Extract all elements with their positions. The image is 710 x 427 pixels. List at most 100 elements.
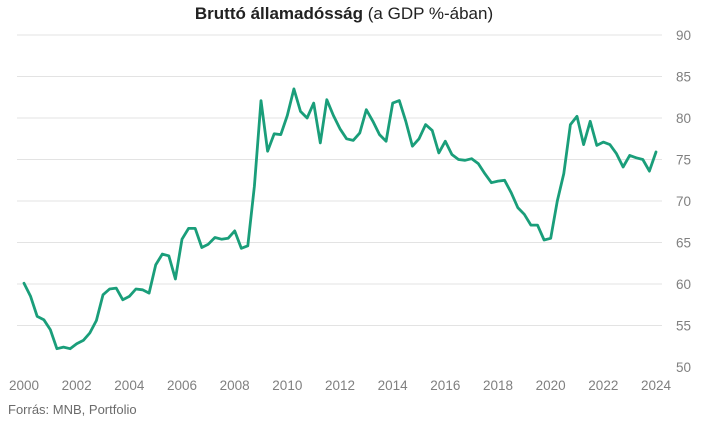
x-tick-label-2000: 2000 xyxy=(9,378,39,393)
data-point xyxy=(43,319,45,321)
y-axis-ticks: 50 55 60 65 70 75 80 85 90 xyxy=(676,28,691,375)
y-tick-label-50: 50 xyxy=(676,360,691,375)
x-tick-label-2002: 2002 xyxy=(62,378,92,393)
data-point xyxy=(583,144,585,146)
x-tick-label-2006: 2006 xyxy=(167,378,197,393)
data-point xyxy=(293,88,295,90)
data-point xyxy=(523,213,525,215)
data-point xyxy=(339,128,341,130)
data-point xyxy=(444,140,446,142)
x-tick-label-2018: 2018 xyxy=(483,378,513,393)
y-tick-label-70: 70 xyxy=(676,194,691,209)
y-tick-label-75: 75 xyxy=(676,153,691,168)
y-tick-label-60: 60 xyxy=(676,277,691,292)
data-point xyxy=(89,332,91,334)
x-tick-label-2024: 2024 xyxy=(641,378,672,393)
data-point xyxy=(62,346,65,348)
data-point xyxy=(543,239,545,241)
data-point xyxy=(655,151,657,153)
data-point xyxy=(405,120,407,122)
x-tick-label-2008: 2008 xyxy=(220,378,250,393)
data-point xyxy=(181,238,183,240)
data-point xyxy=(398,100,400,102)
data-point xyxy=(378,134,381,136)
data-point xyxy=(260,100,262,102)
data-point xyxy=(201,246,203,249)
data-point xyxy=(438,152,440,154)
x-tick-label-2014: 2014 xyxy=(378,378,409,393)
x-tick-label-2020: 2020 xyxy=(536,378,566,393)
data-point xyxy=(220,238,223,240)
data-point xyxy=(36,315,38,317)
data-point xyxy=(471,158,473,160)
data-point xyxy=(319,142,321,144)
data-point xyxy=(115,287,117,289)
data-point xyxy=(109,288,111,290)
x-tick-label-2012: 2012 xyxy=(325,378,355,393)
data-point xyxy=(253,185,255,187)
data-point xyxy=(490,182,492,184)
data-point xyxy=(648,170,651,172)
x-axis-ticks: 2000 2002 2004 2006 2008 2010 2012 2014 2016 2018… xyxy=(9,378,672,393)
gridlines xyxy=(17,34,662,326)
data-point xyxy=(510,192,512,194)
data-point xyxy=(504,179,506,181)
data-point xyxy=(596,144,598,146)
data-point xyxy=(346,138,348,140)
data-point xyxy=(267,150,269,152)
x-tick-label-2010: 2010 xyxy=(272,378,302,393)
data-point xyxy=(457,158,460,161)
data-point xyxy=(615,153,618,155)
data-point xyxy=(240,247,242,249)
x-tick-label-2022: 2022 xyxy=(588,378,618,393)
y-tick-label-55: 55 xyxy=(676,319,691,334)
data-point xyxy=(550,237,552,239)
data-point xyxy=(128,295,130,297)
data-point xyxy=(313,102,315,104)
data-point xyxy=(76,343,78,345)
data-point xyxy=(622,166,624,168)
source-note: Forrás: MNB, Portfolio xyxy=(8,402,137,417)
data-point xyxy=(326,99,328,101)
y-tick-label-90: 90 xyxy=(676,28,691,43)
x-tick-label-2004: 2004 xyxy=(114,378,145,393)
data-point xyxy=(82,339,84,341)
data-point xyxy=(392,102,394,104)
data-point xyxy=(477,163,479,165)
data-point xyxy=(576,115,578,117)
data-point xyxy=(273,133,275,135)
data-point xyxy=(530,224,532,226)
data-point xyxy=(194,227,196,229)
data-point xyxy=(214,236,216,239)
data-point xyxy=(425,124,427,126)
chart-title: Bruttó államadósság (a GDP %-ában) xyxy=(0,4,688,24)
data-point xyxy=(484,173,486,175)
data-point xyxy=(234,230,236,232)
y-tick-label-80: 80 xyxy=(676,111,691,126)
series-line-0 xyxy=(22,87,658,351)
data-point xyxy=(359,132,361,134)
data-point xyxy=(247,245,249,247)
data-point xyxy=(563,173,565,175)
data-point xyxy=(207,243,209,245)
series-layer xyxy=(22,87,658,351)
data-point xyxy=(227,237,229,239)
data-point xyxy=(135,288,137,290)
data-point xyxy=(372,120,374,122)
data-point xyxy=(188,227,190,229)
data-point xyxy=(56,348,58,350)
data-point xyxy=(431,129,433,131)
data-point xyxy=(569,124,572,126)
data-point xyxy=(352,139,354,141)
data-point xyxy=(642,158,644,161)
data-point xyxy=(286,114,288,117)
data-point xyxy=(609,144,611,146)
data-point xyxy=(629,154,631,156)
data-point xyxy=(148,292,150,294)
y-tick-label-65: 65 xyxy=(676,236,691,251)
data-point xyxy=(536,224,539,226)
data-point xyxy=(332,114,334,117)
data-point xyxy=(517,207,519,209)
data-point xyxy=(418,138,420,140)
